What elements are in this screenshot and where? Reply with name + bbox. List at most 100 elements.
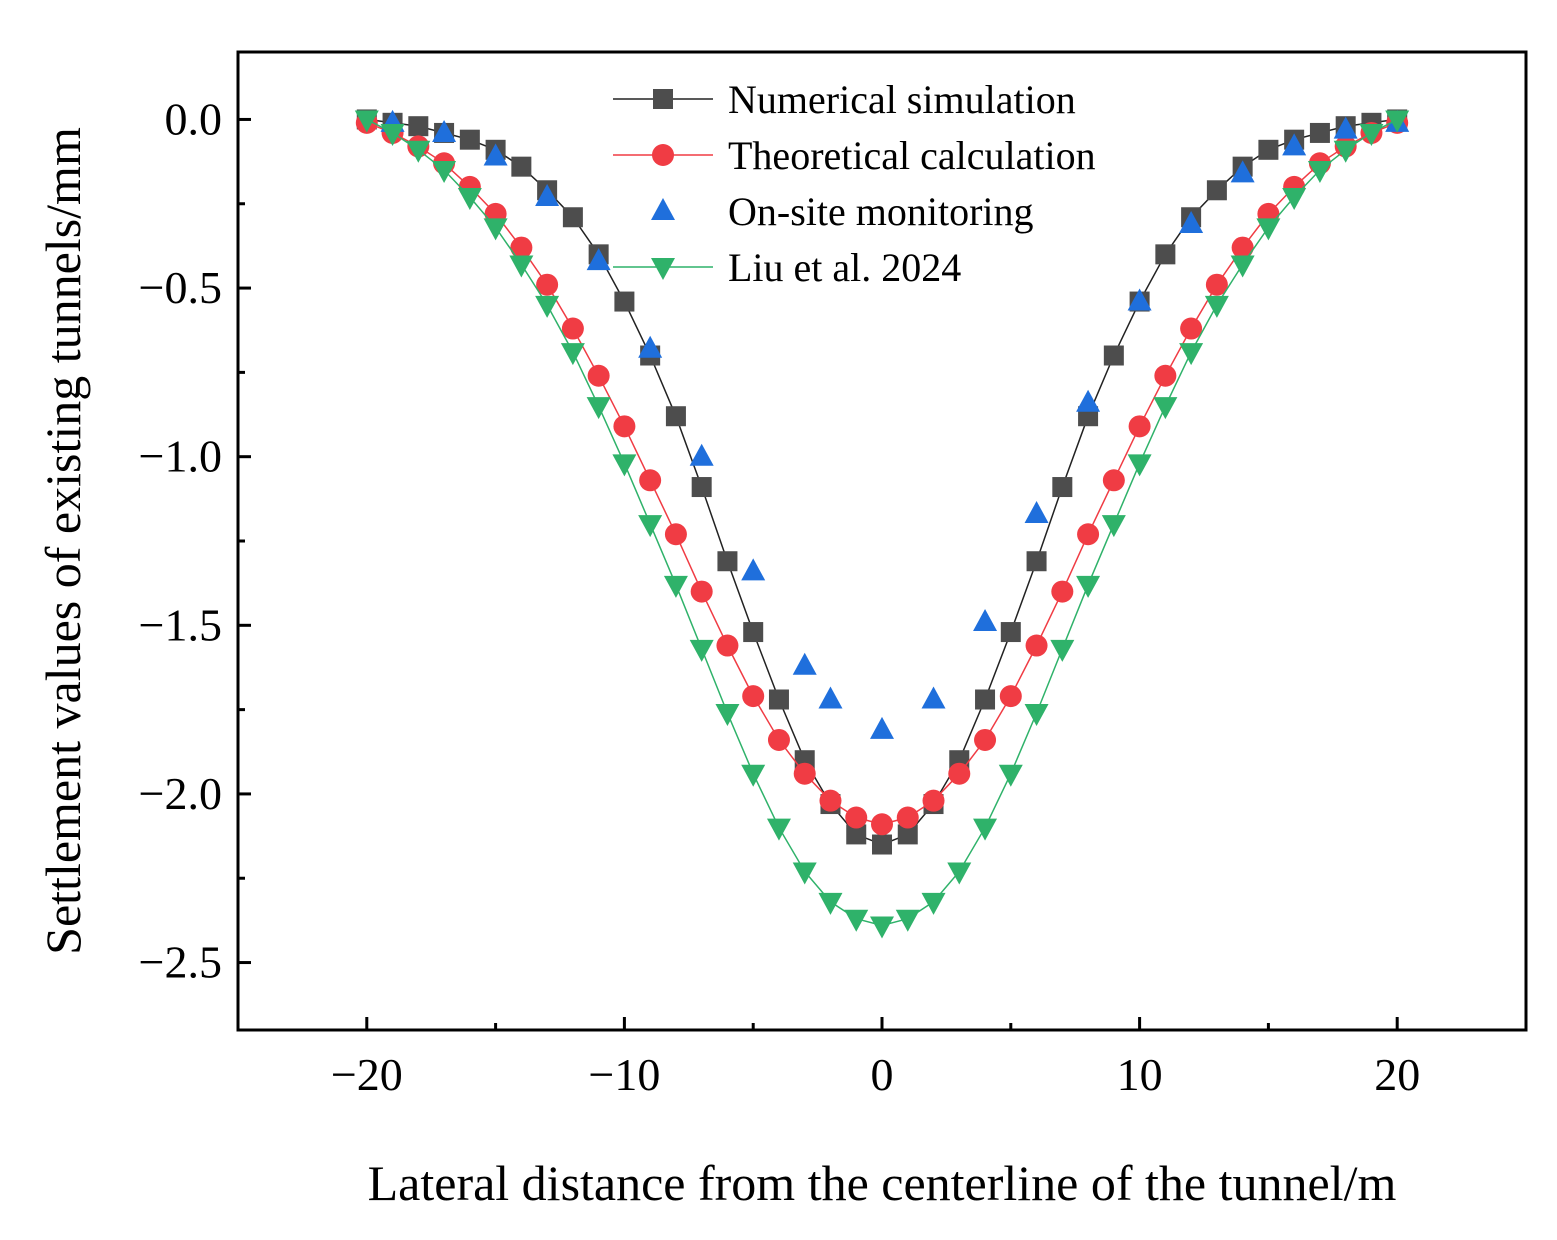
data-point bbox=[1051, 580, 1074, 603]
data-point bbox=[535, 295, 560, 318]
x-tick-label: 0 bbox=[871, 1049, 894, 1100]
data-point bbox=[872, 834, 892, 855]
data-point bbox=[406, 140, 431, 163]
data-point bbox=[895, 909, 920, 932]
data-point bbox=[536, 273, 559, 296]
data-point bbox=[1256, 218, 1281, 241]
data-point bbox=[664, 523, 687, 546]
data-point bbox=[1180, 317, 1203, 340]
data-point bbox=[665, 406, 686, 427]
data-point bbox=[1024, 501, 1049, 524]
data-point bbox=[511, 156, 532, 177]
data-point bbox=[998, 764, 1023, 787]
data-point bbox=[1179, 210, 1204, 233]
data-point bbox=[973, 608, 998, 631]
data-point bbox=[846, 824, 867, 845]
data-point bbox=[562, 207, 583, 228]
data-point bbox=[999, 685, 1022, 708]
data-point bbox=[921, 892, 946, 915]
legend-item: Numerical simulation bbox=[613, 77, 1076, 122]
data-point bbox=[587, 364, 610, 387]
legend-marker bbox=[653, 89, 673, 109]
data-point bbox=[1282, 133, 1307, 156]
data-point bbox=[380, 123, 405, 146]
y-tick-label: −1.5 bbox=[139, 599, 222, 650]
data-point bbox=[613, 415, 636, 438]
data-point bbox=[767, 728, 790, 751]
data-point bbox=[510, 236, 533, 259]
data-point bbox=[792, 652, 817, 675]
data-point bbox=[1127, 454, 1152, 477]
data-point bbox=[561, 317, 584, 340]
data-point bbox=[1258, 139, 1279, 160]
x-axis-title: Lateral distance from the centerline of … bbox=[368, 1155, 1397, 1211]
data-point bbox=[1050, 639, 1075, 662]
data-point bbox=[1231, 236, 1254, 259]
data-point bbox=[897, 824, 918, 845]
x-axis-ticks: −20 −10 0 10 20 bbox=[331, 1017, 1420, 1100]
data-point bbox=[459, 129, 480, 150]
data-point bbox=[691, 477, 712, 498]
data-point bbox=[1155, 244, 1176, 265]
x-tick-label: 10 bbox=[1117, 1049, 1163, 1100]
data-point bbox=[973, 818, 998, 841]
series-1 bbox=[355, 111, 1409, 836]
data-point bbox=[1025, 634, 1048, 657]
series-layer bbox=[354, 109, 1410, 939]
legend-item: Theoretical calculation bbox=[613, 133, 1096, 178]
data-point bbox=[1128, 415, 1151, 438]
data-point bbox=[689, 443, 714, 466]
data-point bbox=[586, 397, 611, 420]
x-tick-label: 20 bbox=[1374, 1049, 1420, 1100]
data-point bbox=[1307, 161, 1332, 184]
data-point bbox=[639, 469, 662, 492]
data-point bbox=[1206, 180, 1227, 201]
data-point bbox=[1282, 188, 1307, 211]
data-point bbox=[1309, 122, 1330, 143]
legend-label: On-site monitoring bbox=[728, 189, 1034, 234]
data-point bbox=[1024, 703, 1049, 726]
data-point bbox=[975, 689, 996, 710]
data-point bbox=[1153, 397, 1178, 420]
data-point bbox=[638, 335, 663, 358]
data-point bbox=[586, 248, 611, 271]
y-tick-label: 0.0 bbox=[165, 93, 223, 144]
data-point bbox=[354, 110, 379, 133]
data-point bbox=[717, 551, 738, 572]
y-tick-label: −2.5 bbox=[139, 937, 222, 988]
data-point bbox=[1359, 123, 1384, 146]
data-point bbox=[690, 580, 713, 603]
data-point bbox=[742, 685, 765, 708]
data-point bbox=[509, 255, 534, 278]
data-point bbox=[792, 862, 817, 885]
data-point bbox=[560, 343, 585, 366]
data-point bbox=[1154, 364, 1177, 387]
data-point bbox=[922, 789, 945, 812]
data-point bbox=[715, 703, 740, 726]
data-point bbox=[947, 862, 972, 885]
data-point bbox=[871, 813, 893, 836]
data-point bbox=[870, 916, 894, 939]
y-tick-label: −2.0 bbox=[139, 768, 222, 819]
data-point bbox=[614, 291, 635, 312]
legend-marker bbox=[652, 144, 674, 166]
legend: Numerical simulation Theoretical calculat… bbox=[613, 77, 1096, 290]
data-point bbox=[612, 454, 637, 477]
legend-item: On-site monitoring bbox=[651, 189, 1034, 234]
data-point bbox=[793, 762, 816, 785]
data-point bbox=[768, 689, 789, 710]
x-tick-label: −10 bbox=[588, 1049, 660, 1100]
data-point bbox=[1076, 575, 1101, 598]
x-tick-label: −20 bbox=[331, 1049, 403, 1100]
data-point bbox=[948, 762, 971, 785]
data-point bbox=[638, 515, 663, 538]
data-point bbox=[1076, 389, 1101, 412]
data-point bbox=[1205, 273, 1228, 296]
data-point bbox=[689, 639, 714, 662]
data-point bbox=[457, 188, 482, 211]
data-point bbox=[845, 806, 868, 829]
y-axis-title: Settlement values of existing tunnels/mm bbox=[35, 127, 91, 955]
data-point bbox=[1101, 515, 1126, 538]
data-point bbox=[743, 622, 764, 643]
